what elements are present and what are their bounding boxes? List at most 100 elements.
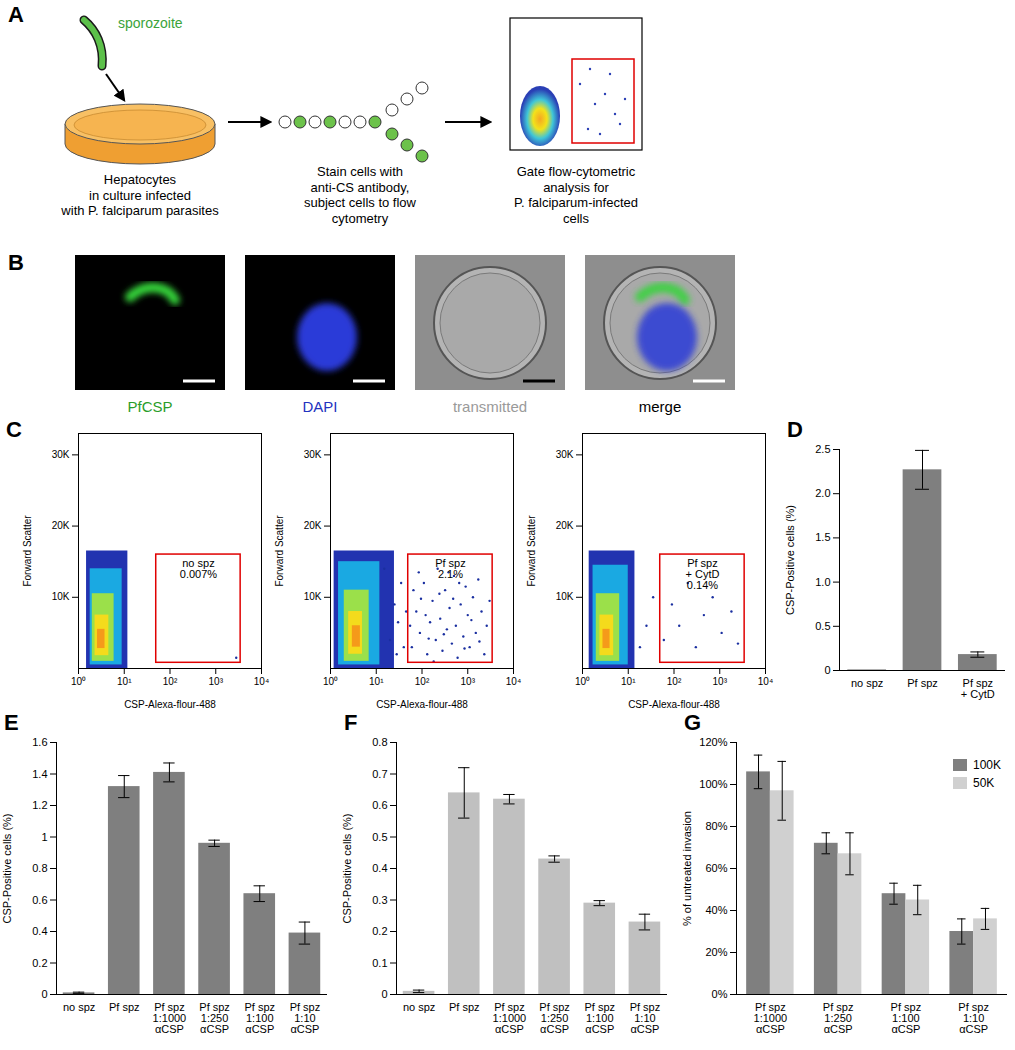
svg-text:120%: 120% (699, 736, 727, 748)
html-text:G: G (684, 710, 702, 735)
svg-text:10³: 10³ (461, 676, 476, 687)
svg-text:CSP-Alexa-flour-488: CSP-Alexa-flour-488 (628, 699, 720, 710)
svg-text:1: 1 (41, 831, 47, 843)
html-text:D: D (787, 417, 803, 442)
svg-text:0.7: 0.7 (372, 768, 387, 780)
svg-text:2.5: 2.5 (815, 443, 830, 455)
svg-text:10⁰: 10⁰ (323, 676, 338, 687)
svg-text:0: 0 (41, 988, 47, 1000)
svg-text:Pf spz1:1000αCSP: Pf spz1:1000αCSP (754, 1001, 788, 1035)
svg-text:100%: 100% (699, 778, 727, 790)
svg-text:0.1: 0.1 (372, 957, 387, 969)
html-text:C: C (6, 417, 22, 442)
html-text:PfCSP: PfCSP (127, 398, 173, 415)
svg-text:Pf spz: Pf spz (907, 677, 938, 689)
svg-text:0.8: 0.8 (372, 736, 387, 748)
svg-text:Pf spz1:10αCSP: Pf spz1:10αCSP (630, 1001, 661, 1035)
svg-text:Pf spz+ CytD: Pf spz+ CytD (961, 677, 995, 700)
svg-text:1.6: 1.6 (32, 736, 47, 748)
svg-text:sporozoite: sporozoite (118, 15, 183, 31)
svg-text:10³: 10³ (713, 676, 728, 687)
svg-text:10⁴: 10⁴ (758, 676, 773, 687)
svg-text:1.4: 1.4 (32, 768, 47, 780)
svg-text:0: 0 (381, 988, 387, 1000)
html-text:B: B (8, 250, 24, 275)
svg-text:CSP-Positive cells (%): CSP-Positive cells (%) (341, 813, 353, 923)
svg-text:20K: 20K (52, 520, 70, 531)
svg-text:10²: 10² (415, 676, 430, 687)
svg-text:0.5: 0.5 (815, 620, 830, 632)
svg-text:Pf spz1:250αCSP: Pf spz1:250αCSP (539, 1001, 570, 1035)
svg-text:10K: 10K (556, 591, 574, 602)
svg-text:0.4: 0.4 (372, 862, 387, 874)
svg-text:20K: 20K (304, 520, 322, 531)
svg-text:Pf spz+ CytD0.14%: Pf spz+ CytD0.14% (685, 557, 719, 591)
svg-text:40%: 40% (705, 904, 727, 916)
svg-text:10⁰: 10⁰ (575, 676, 590, 687)
svg-text:0: 0 (824, 664, 830, 676)
svg-text:Hepatocytesin culture infected: Hepatocytesin culture infectedwith P. fa… (60, 172, 219, 218)
svg-text:10³: 10³ (209, 676, 224, 687)
svg-text:1.5: 1.5 (815, 531, 830, 543)
svg-text:0.8: 0.8 (32, 862, 47, 874)
svg-text:Pf spz1:100αCSP: Pf spz1:100αCSP (584, 1001, 615, 1035)
svg-text:Pf spz1:1000αCSP: Pf spz1:1000αCSP (153, 1001, 187, 1035)
svg-text:Pf spz1:10αCSP: Pf spz1:10αCSP (290, 1001, 321, 1035)
svg-text:10⁰: 10⁰ (71, 676, 86, 687)
svg-text:60%: 60% (705, 862, 727, 874)
html-text:A: A (8, 2, 24, 27)
svg-text:10K: 10K (52, 591, 70, 602)
svg-text:Pf spz1:100αCSP: Pf spz1:100αCSP (244, 1001, 275, 1035)
svg-text:Pf spz: Pf spz (109, 1001, 140, 1013)
svg-text:Pf spz1:100αCSP: Pf spz1:100αCSP (891, 1001, 922, 1035)
svg-text:no spz: no spz (403, 1001, 435, 1013)
svg-text:0.3: 0.3 (372, 894, 387, 906)
svg-text:1.0: 1.0 (815, 576, 830, 588)
svg-text:0.4: 0.4 (32, 925, 47, 937)
svg-text:30K: 30K (52, 449, 70, 460)
svg-text:Pf spz1:250αCSP: Pf spz1:250αCSP (823, 1001, 854, 1035)
svg-text:Pf spz: Pf spz (449, 1001, 480, 1013)
svg-text:0.2: 0.2 (32, 957, 47, 969)
svg-text:Pf spz1:10αCSP: Pf spz1:10αCSP (958, 1001, 989, 1035)
svg-text:30K: 30K (304, 449, 322, 460)
svg-text:Forward Scatter: Forward Scatter (22, 515, 33, 587)
svg-text:2.0: 2.0 (815, 487, 830, 499)
svg-text:10K: 10K (304, 591, 322, 602)
svg-text:Gate flow-cytometricanalysis f: Gate flow-cytometricanalysis forP. falci… (514, 164, 638, 226)
svg-text:10¹: 10¹ (117, 676, 132, 687)
svg-text:1.2: 1.2 (32, 799, 47, 811)
svg-text:30K: 30K (556, 449, 574, 460)
svg-text:no spz: no spz (63, 1001, 95, 1013)
svg-text:0.5: 0.5 (372, 831, 387, 843)
svg-text:0%: 0% (712, 988, 728, 1000)
svg-text:0.6: 0.6 (32, 894, 47, 906)
svg-text:Forward Scatter: Forward Scatter (274, 515, 285, 587)
svg-text:10²: 10² (163, 676, 178, 687)
svg-text:Pf spz2.1%: Pf spz2.1% (435, 557, 466, 580)
svg-text:10¹: 10¹ (621, 676, 636, 687)
html-text:transmitted: transmitted (452, 398, 528, 415)
svg-text:10⁴: 10⁴ (506, 676, 521, 687)
svg-text:CSP-Positive cells (%): CSP-Positive cells (%) (784, 505, 796, 615)
html-text:DAPI: DAPI (302, 398, 338, 415)
svg-text:% of untreated invasion: % of untreated invasion (681, 811, 693, 926)
svg-text:20%: 20% (705, 946, 727, 958)
svg-text:Stain cells withanti-CS antibo: Stain cells withanti-CS antibody,subject… (304, 164, 417, 226)
html-text:merge: merge (638, 398, 682, 415)
svg-text:10¹: 10¹ (369, 676, 384, 687)
svg-text:0.2: 0.2 (372, 925, 387, 937)
svg-text:CSP-Alexa-flour-488: CSP-Alexa-flour-488 (124, 699, 216, 710)
svg-text:CSP-Positive cells (%): CSP-Positive cells (%) (1, 813, 13, 923)
svg-text:20K: 20K (556, 520, 574, 531)
svg-text:CSP-Alexa-flour-488: CSP-Alexa-flour-488 (376, 699, 468, 710)
svg-text:80%: 80% (705, 820, 727, 832)
svg-text:no spz: no spz (851, 677, 883, 689)
svg-text:no spz0.007%: no spz0.007% (180, 557, 218, 580)
svg-text:10²: 10² (667, 676, 682, 687)
svg-text:10⁴: 10⁴ (254, 676, 269, 687)
svg-text:Pf spz1:250αCSP: Pf spz1:250αCSP (199, 1001, 230, 1035)
svg-text:Forward Scatter: Forward Scatter (526, 515, 537, 587)
svg-text:0.6: 0.6 (372, 799, 387, 811)
svg-text:Pf spz1:1000αCSP: Pf spz1:1000αCSP (493, 1001, 527, 1035)
